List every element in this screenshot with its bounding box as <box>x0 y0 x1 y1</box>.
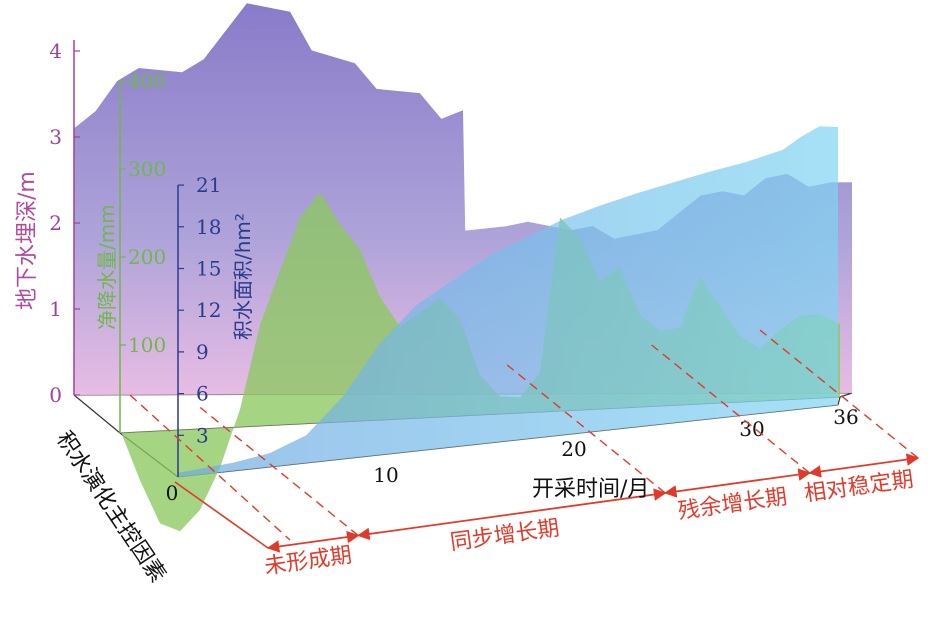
rain-tick-label: 100 <box>128 333 166 357</box>
phase-left-edge <box>174 481 269 549</box>
phase-boundary-dash <box>759 329 919 459</box>
phase-label: 相对稳定期 <box>803 467 915 507</box>
phase-label: 同步增长期 <box>449 516 561 556</box>
phase-boundary-dash <box>199 406 359 537</box>
depth-tick-label: 0 <box>49 383 62 407</box>
area-tick-label: 6 <box>196 382 209 406</box>
depth-tick-label: 4 <box>49 39 62 63</box>
depth-tick-label: 1 <box>49 297 62 321</box>
x-tick-label: 20 <box>561 437 586 461</box>
phase-arrow <box>663 468 811 498</box>
phase-boundary-dash <box>651 344 811 474</box>
series-area-group <box>178 126 838 477</box>
area-axis-title: 积水面积/hm² <box>231 213 255 340</box>
series-rain-area <box>120 192 840 532</box>
series-area-area <box>178 126 838 477</box>
area-tick-label: 15 <box>196 257 221 281</box>
depth-tick-label: 3 <box>49 125 62 149</box>
x-tick-label: 10 <box>373 463 398 487</box>
series-rain-group <box>120 192 840 532</box>
rain-tick-label: 300 <box>128 157 166 181</box>
area-tick-label: 12 <box>196 298 221 322</box>
x-tick-label: 30 <box>739 417 764 441</box>
rain-tick-label: 400 <box>128 69 166 93</box>
rain-axis-title: 净降水量/mm <box>95 204 119 330</box>
phase-boundary-dash <box>506 364 666 494</box>
area-tick-label: 3 <box>196 423 209 447</box>
floor-edge-left-0 <box>73 394 121 434</box>
depth-axis-title: 地下水埋深/m <box>15 171 40 310</box>
x-tick-label: 0 <box>166 481 179 505</box>
phase-label: 残余增长期 <box>676 485 788 525</box>
floor-edge-right-1 <box>837 396 841 406</box>
phase-label: 未形成期 <box>263 543 354 580</box>
x-axis-title: 开采时间/月 <box>532 477 649 502</box>
area-tick-label: 21 <box>196 173 221 197</box>
x-tick-label: 36 <box>833 405 858 429</box>
area-tick-label: 9 <box>196 340 209 364</box>
depth-tick-label: 2 <box>49 211 62 235</box>
phase-arrow <box>266 530 360 553</box>
phase-boundary-dash <box>129 394 291 541</box>
phase-arrow <box>808 453 920 478</box>
phase-arrow <box>357 488 667 541</box>
area-tick-label: 18 <box>196 215 221 239</box>
rain-tick-label: 200 <box>128 245 166 269</box>
